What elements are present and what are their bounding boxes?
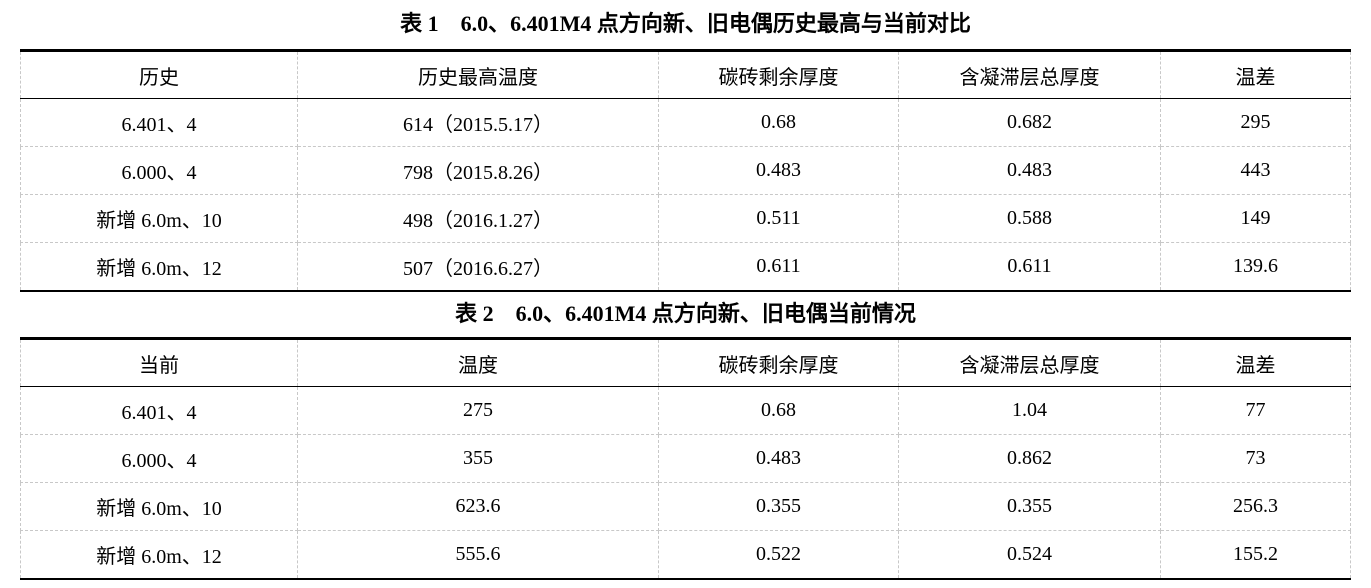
table1-caption: 表 1 6.0、6.401M4 点方向新、旧电偶历史最高与当前对比 [400,11,971,36]
table-cell: 0.611 [658,242,899,292]
table-cell: 555.6 [297,530,659,580]
table-row: 6.401、4 275 0.68 1.04 77 [20,386,1351,435]
table-cell: 355 [297,434,659,483]
column-header: 温差 [1160,337,1351,387]
column-header: 含凝滞层总厚度 [898,337,1161,387]
table-row: 6.401、4 614（2015.5.17） 0.68 0.682 295 [20,98,1351,147]
table1-header-row: 历史 历史最高温度 碳砖剩余厚度 含凝滞层总厚度 温差 [20,49,1351,99]
table-cell: 0.68 [658,386,899,435]
table-cell: 443 [1160,146,1351,195]
table-cell: 0.483 [898,146,1161,195]
table-cell: 77 [1160,386,1351,435]
table-cell: 6.000、4 [20,146,298,195]
table-cell: 新增 6.0m、12 [20,530,298,580]
table-row: 新增 6.0m、12 507（2016.6.27） 0.611 0.611 139.6 [20,242,1351,292]
table-cell: 0.522 [658,530,899,580]
table-cell: 149 [1160,194,1351,243]
table-row: 新增 6.0m、10 498（2016.1.27） 0.511 0.588 149 [20,194,1351,243]
table-cell: 507（2016.6.27） [297,242,659,292]
table-cell: 139.6 [1160,242,1351,292]
table-row: 新增 6.0m、10 623.6 0.355 0.355 256.3 [20,482,1351,531]
column-header: 含凝滞层总厚度 [898,49,1161,99]
table-cell: 6.401、4 [20,98,298,147]
table1: 历史 历史最高温度 碳砖剩余厚度 含凝滞层总厚度 温差 6.401、4 614（2015.5… [20,49,1351,292]
table-cell: 0.524 [898,530,1161,580]
table2-caption: 表 2 6.0、6.401M4 点方向新、旧电偶当前情况 [455,301,916,326]
table-cell: 新增 6.0m、12 [20,242,298,292]
table-cell: 1.04 [898,386,1161,435]
table-cell: 6.000、4 [20,434,298,483]
table-cell: 0.355 [658,482,899,531]
table2-header-row: 当前 温度 碳砖剩余厚度 含凝滞层总厚度 温差 [20,337,1351,387]
table-cell: 256.3 [1160,482,1351,531]
column-header: 温度 [297,337,659,387]
table-cell: 0.483 [658,434,899,483]
table-cell: 0.483 [658,146,899,195]
table2: 当前 温度 碳砖剩余厚度 含凝滞层总厚度 温差 6.401、4 275 0.68 1.04 77 6… [20,337,1351,580]
column-header: 当前 [20,337,298,387]
table-cell: 0.682 [898,98,1161,147]
table-cell: 0.862 [898,434,1161,483]
table-cell: 498（2016.1.27） [297,194,659,243]
table-row: 6.000、4 355 0.483 0.862 73 [20,434,1351,483]
table-row: 新增 6.0m、12 555.6 0.522 0.524 155.2 [20,530,1351,580]
table-row: 6.000、4 798（2015.8.26） 0.483 0.483 443 [20,146,1351,195]
column-header: 历史 [20,49,298,99]
column-header: 碳砖剩余厚度 [658,49,899,99]
table-cell: 新增 6.0m、10 [20,194,298,243]
table-cell: 6.401、4 [20,386,298,435]
table-cell: 275 [297,386,659,435]
column-header: 温差 [1160,49,1351,99]
table-cell: 新增 6.0m、10 [20,482,298,531]
table-cell: 0.611 [898,242,1161,292]
column-header: 历史最高温度 [297,49,659,99]
table-cell: 155.2 [1160,530,1351,580]
table-cell: 0.355 [898,482,1161,531]
table-cell: 0.68 [658,98,899,147]
table-cell: 295 [1160,98,1351,147]
table-cell: 614（2015.5.17） [297,98,659,147]
table-cell: 0.511 [658,194,899,243]
table-cell: 0.588 [898,194,1161,243]
table-cell: 798（2015.8.26） [297,146,659,195]
column-header: 碳砖剩余厚度 [658,337,899,387]
table-cell: 73 [1160,434,1351,483]
table-cell: 623.6 [297,482,659,531]
